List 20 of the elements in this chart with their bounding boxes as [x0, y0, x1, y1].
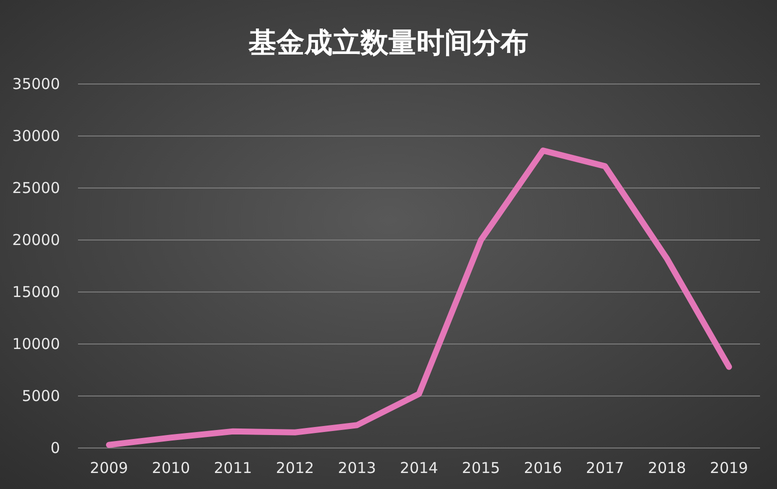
- y-tick-label: 30000: [12, 127, 60, 145]
- x-tick-label: 2015: [462, 459, 500, 477]
- x-tick-label: 2016: [524, 459, 562, 477]
- x-tick-label: 2019: [710, 459, 748, 477]
- x-tick-label: 2011: [214, 459, 252, 477]
- y-tick-label: 20000: [12, 231, 60, 249]
- y-tick-label: 35000: [12, 75, 60, 93]
- y-tick-label: 0: [50, 439, 60, 457]
- x-tick-label: 2013: [338, 459, 376, 477]
- chart-title: 基金成立数量时间分布: [248, 26, 528, 59]
- x-tick-label: 2018: [648, 459, 686, 477]
- x-tick-label: 2009: [90, 459, 128, 477]
- y-tick-label: 15000: [12, 283, 60, 301]
- x-tick-label: 2014: [400, 459, 438, 477]
- y-tick-label: 25000: [12, 179, 60, 197]
- x-tick-label: 2010: [152, 459, 190, 477]
- x-tick-label: 2017: [586, 459, 624, 477]
- x-tick-label: 2012: [276, 459, 314, 477]
- y-tick-label: 10000: [12, 335, 60, 353]
- y-tick-label: 5000: [22, 387, 60, 405]
